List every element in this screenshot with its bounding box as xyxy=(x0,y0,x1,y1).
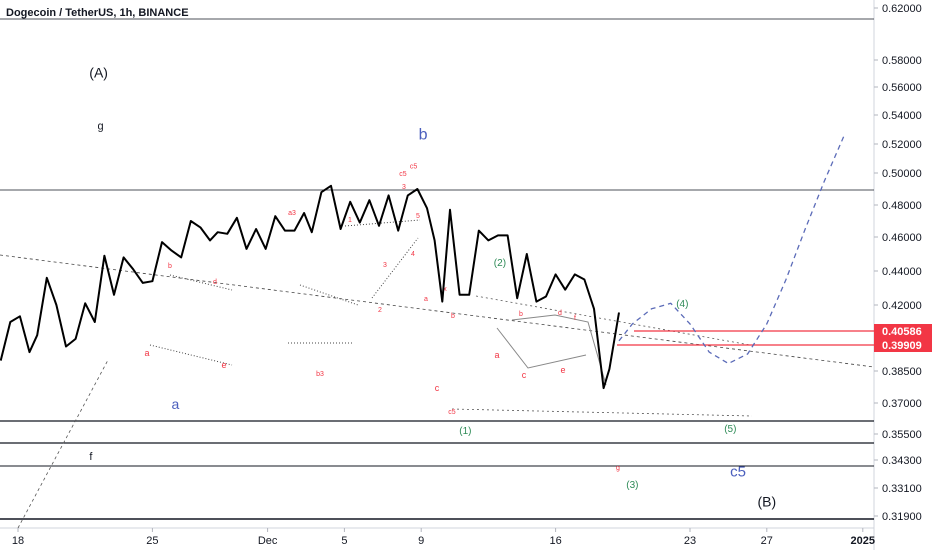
sub-wave-label: 5 xyxy=(416,213,420,220)
price-tick-label: 0.31900 xyxy=(882,511,922,523)
wave-label: a xyxy=(172,396,180,412)
time-tick-label: 2025 xyxy=(851,535,875,547)
price-tick-label: 0.48000 xyxy=(882,200,922,212)
sub-wave-label: e xyxy=(221,360,226,370)
price-tag-label: 0.40586 xyxy=(882,326,922,338)
time-tick-label: 23 xyxy=(684,535,696,547)
wave-label: (5) xyxy=(724,424,736,435)
price-tick-label: 0.56000 xyxy=(882,82,922,94)
sub-wave-label: f xyxy=(574,315,576,322)
dotted-line xyxy=(299,284,359,306)
sub-wave-label: 4 xyxy=(411,251,415,258)
time-tick-label: 18 xyxy=(12,535,24,547)
price-tick-label: 0.54000 xyxy=(882,110,922,122)
wave-label: (B) xyxy=(757,494,776,510)
price-tick-label: 0.50000 xyxy=(882,168,922,180)
price-tick-label: 0.52000 xyxy=(882,139,922,151)
price-tick-label: 0.34300 xyxy=(882,455,922,467)
price-tick-label: 0.58000 xyxy=(882,55,922,67)
dotted-line xyxy=(149,344,233,366)
sub-wave-label: b xyxy=(519,311,523,318)
price-axis: 0.62000 0.58000 0.56000 0.54000 0.52000 0.500… xyxy=(874,3,922,523)
series-layer xyxy=(0,136,845,390)
projected-path xyxy=(618,136,845,365)
downtrend-line xyxy=(0,254,875,368)
wave-label: (1) xyxy=(459,426,471,437)
dotted-line xyxy=(344,219,421,227)
sub-wave-label: c xyxy=(522,370,527,380)
sub-wave-label: a xyxy=(424,296,428,303)
time-axis: 18 25 Dec 5 9 16 23 27 2025 xyxy=(12,528,875,547)
wave-drawings: b a d e a3 1 b3 2 3 4 5 3 c5 x a b c c5 b d f g a c e xyxy=(0,171,875,529)
dotted-line xyxy=(371,237,419,299)
wave-label: f xyxy=(89,451,93,463)
wave-label: g xyxy=(97,121,103,133)
sub-wave-label: g xyxy=(616,465,620,472)
sub-wave-label: c xyxy=(435,383,440,393)
sub-wave-label: b xyxy=(168,263,172,270)
time-tick-label: 9 xyxy=(418,535,424,547)
wave-label: (2) xyxy=(494,258,506,269)
price-tag: 0.39909 xyxy=(874,338,932,352)
sub-wave-label: e xyxy=(560,365,565,375)
wave-label: b xyxy=(419,127,428,144)
wave-label: c5 xyxy=(410,164,418,171)
price-tag-label: 0.39909 xyxy=(882,340,922,352)
wave-label: c5 xyxy=(730,463,746,480)
price-tag-background xyxy=(874,324,932,338)
support-trendline xyxy=(17,359,109,529)
sub-wave-label: x xyxy=(443,286,447,293)
sub-wave-label: a3 xyxy=(288,210,296,217)
sub-wave-label: a xyxy=(494,350,499,360)
price-tick-label: 0.37000 xyxy=(882,398,922,410)
price-tags: 0.40586 0.39909 xyxy=(874,324,932,352)
time-tick-label: 16 xyxy=(549,535,561,547)
wave-label: (4) xyxy=(676,299,688,310)
sub-wave-label: 1 xyxy=(348,217,352,224)
upper-channel-line xyxy=(475,295,751,346)
price-tick-label: 0.44000 xyxy=(882,266,922,278)
triangle-upper-line xyxy=(511,314,607,386)
price-tick-label: 0.38500 xyxy=(882,366,922,378)
triangle-lower-line xyxy=(496,327,587,369)
sub-wave-label: 3 xyxy=(383,262,387,269)
sub-wave-label: a xyxy=(144,348,149,358)
price-line xyxy=(0,184,620,390)
time-tick-label: 25 xyxy=(146,535,158,547)
sub-wave-label: 3 xyxy=(402,184,406,191)
price-tick-label: 0.42000 xyxy=(882,300,922,312)
sub-wave-label: d xyxy=(213,279,217,286)
sub-wave-label: 2 xyxy=(378,307,382,314)
price-tag-background xyxy=(874,338,932,352)
lower-channel-line xyxy=(451,408,753,417)
horizontal-lines xyxy=(0,18,874,520)
sub-wave-label: b3 xyxy=(316,371,324,378)
wave-label: (3) xyxy=(626,480,638,491)
sub-wave-label: d xyxy=(558,310,562,317)
price-tick-label: 0.46000 xyxy=(882,232,922,244)
time-tick-label: 27 xyxy=(761,535,773,547)
sub-wave-label: b xyxy=(451,313,455,320)
chart-title: Dogecoin / TetherUS, 1h, BINANCE xyxy=(6,7,189,19)
time-tick-label: Dec xyxy=(258,535,278,547)
price-tick-label: 0.35500 xyxy=(882,429,922,441)
price-tick-label: 0.62000 xyxy=(882,3,922,15)
price-tick-label: 0.33100 xyxy=(882,483,922,495)
price-tag: 0.40586 xyxy=(874,324,932,338)
wave-label: (A) xyxy=(89,65,108,81)
sub-wave-label: c5 xyxy=(399,171,407,178)
time-tick-label: 5 xyxy=(341,535,347,547)
sub-wave-label: c5 xyxy=(448,409,456,416)
